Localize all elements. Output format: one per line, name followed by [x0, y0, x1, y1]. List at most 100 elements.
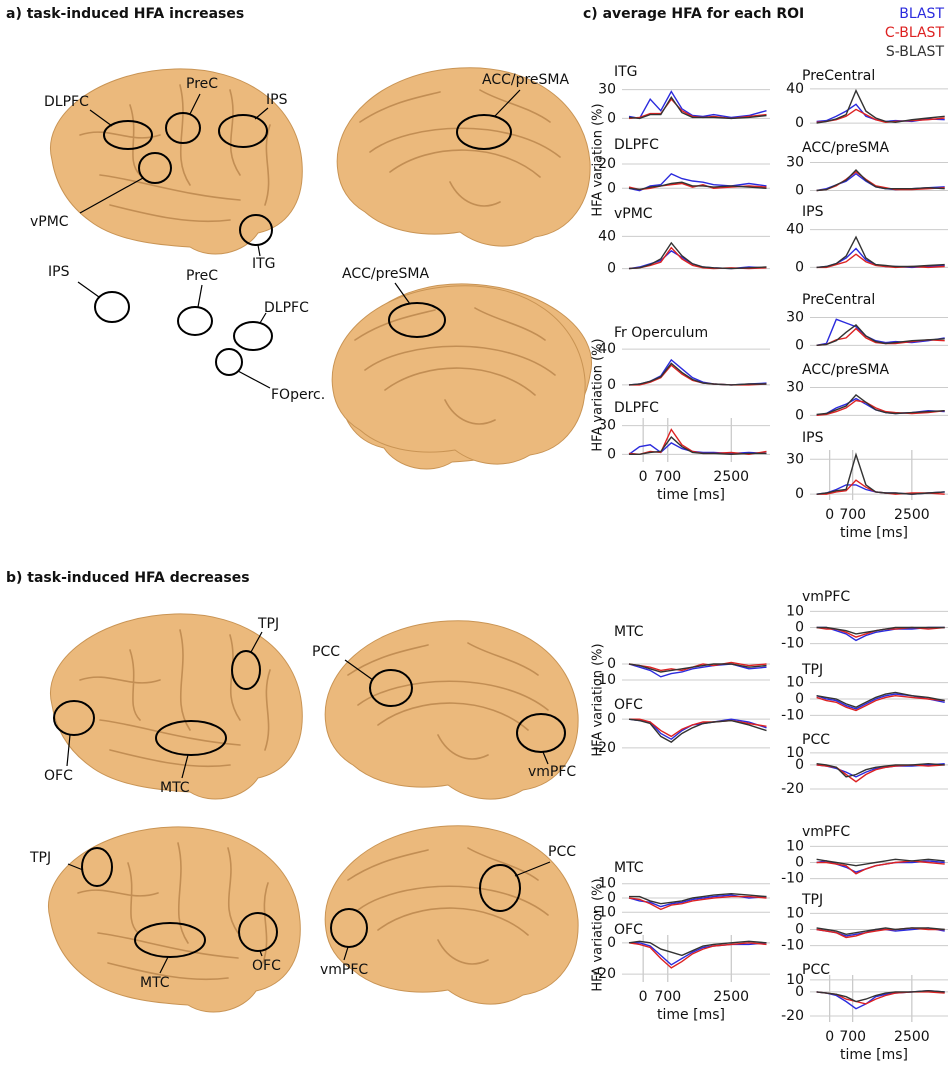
- series-line: [816, 989, 945, 1010]
- brain: [336, 66, 591, 247]
- chart-title: ACC/preSMA: [802, 140, 890, 156]
- series-line: [816, 393, 945, 416]
- legend-entry: S-BLAST: [886, 44, 945, 60]
- leader-line: [237, 370, 271, 389]
- y-tick-label: -20: [593, 740, 616, 756]
- y-tick-label: 40: [598, 228, 616, 244]
- leader-line: [189, 93, 201, 115]
- leader-line: [254, 107, 269, 120]
- y-tick-label: 0: [795, 407, 804, 423]
- y-tick-label: -10: [593, 904, 616, 920]
- series-line: [816, 691, 945, 708]
- series-line: [816, 694, 945, 712]
- y-tick-label: 0: [795, 115, 804, 131]
- chart-title: DLPFC: [614, 400, 659, 416]
- y-axis-label: HFA variation (%): [591, 643, 606, 756]
- roi-label: DLPFC: [264, 300, 309, 316]
- y-tick-label: 0: [607, 377, 616, 393]
- series-line: [816, 323, 945, 346]
- roi-label: OFC: [44, 768, 73, 784]
- roi-ellipse: [238, 912, 278, 952]
- chart-title: ACC/preSMA: [802, 362, 890, 378]
- x-axis-label: time [ms]: [657, 1007, 725, 1023]
- y-tick-label: 0: [607, 110, 616, 126]
- y-tick-label: 10: [786, 603, 804, 619]
- roi-ellipse: [81, 847, 113, 887]
- series-line: [628, 241, 767, 270]
- roi-label: ACC/preSMA: [342, 266, 430, 282]
- y-tick-label: 0: [795, 183, 804, 199]
- roi-ellipse: [516, 713, 566, 753]
- leader-line: [257, 244, 261, 257]
- y-tick-label: -10: [781, 938, 804, 954]
- leader-line: [514, 861, 551, 877]
- y-tick-label: 40: [786, 81, 804, 97]
- x-tick-label: 700: [839, 507, 866, 523]
- leader-line: [259, 950, 263, 957]
- chart-title: OFC: [614, 697, 643, 713]
- y-tick-label: 10: [786, 972, 804, 988]
- roi-ellipse: [53, 700, 95, 736]
- series-line: [816, 235, 945, 269]
- chart-title: OFC: [614, 922, 643, 938]
- y-tick-label: 0: [607, 711, 616, 727]
- x-tick-label: 2500: [894, 507, 930, 523]
- roi-annotations: DLPFC PreC IPS vPMC ITG ACC/preSMA IPS P…: [29, 72, 576, 991]
- roi-label: DLPFC: [44, 94, 89, 110]
- y-tick-label: 10: [598, 876, 616, 892]
- y-tick-label: 0: [795, 620, 804, 636]
- roi-label: vmPFC: [320, 962, 368, 978]
- chart-title: Fr Operculum: [614, 325, 708, 341]
- chart-title: IPS: [802, 204, 824, 220]
- roi-label: PreC: [186, 268, 218, 284]
- leader-line: [250, 631, 263, 653]
- y-tick-label: -20: [593, 966, 616, 982]
- roi-ellipse: [456, 114, 512, 150]
- chart-title: TPJ: [801, 892, 823, 908]
- chart-title: vPMC: [614, 206, 653, 222]
- roi-label: MTC: [160, 780, 190, 796]
- leader-line: [66, 734, 71, 767]
- y-tick-label: 0: [795, 337, 804, 353]
- x-tick-label: 0: [825, 1029, 834, 1045]
- roi-ellipse: [239, 214, 273, 246]
- leader-line: [159, 956, 169, 974]
- roi-label: TPJ: [257, 616, 279, 632]
- y-axis-label: HFA variation (%): [591, 103, 606, 216]
- leader-line: [79, 177, 144, 214]
- chart-title: vmPFC: [802, 589, 850, 605]
- brain: [331, 284, 586, 465]
- legend-entry: BLAST: [899, 6, 944, 22]
- series-line: [816, 763, 945, 778]
- y-tick-label: 30: [598, 82, 616, 98]
- y-tick-label: -20: [781, 781, 804, 797]
- panel-title: c) average HFA for each ROI: [583, 6, 804, 22]
- chart-title: vmPFC: [802, 824, 850, 840]
- roi-label: ITG: [252, 256, 276, 272]
- x-tick-label: 700: [839, 1029, 866, 1045]
- series-line: [628, 182, 767, 191]
- roi-label: PreC: [186, 76, 218, 92]
- series-line: [816, 88, 945, 124]
- leader-line: [494, 89, 521, 117]
- series-line: [628, 90, 767, 120]
- series-line: [628, 940, 767, 957]
- y-tick-label: 0: [607, 935, 616, 951]
- chart-title: PCC: [802, 732, 830, 748]
- y-tick-label: 0: [795, 855, 804, 871]
- roi-ellipse: [218, 114, 268, 148]
- series-line: [629, 436, 767, 456]
- roi-ellipse: [388, 302, 446, 338]
- chart-title: PreCentral: [802, 292, 875, 308]
- y-tick-label: 10: [786, 838, 804, 854]
- x-tick-label: 700: [654, 989, 681, 1005]
- chart-title: MTC: [614, 624, 644, 640]
- y-tick-label: 0: [795, 757, 804, 773]
- y-tick-label: 0: [607, 656, 616, 672]
- series-line: [816, 927, 945, 936]
- series-line: [628, 181, 767, 191]
- roi-label: OFC: [252, 958, 281, 974]
- roi-ellipse: [369, 669, 413, 707]
- y-tick-label: 0: [795, 984, 804, 1000]
- chart-title: PCC: [802, 962, 830, 978]
